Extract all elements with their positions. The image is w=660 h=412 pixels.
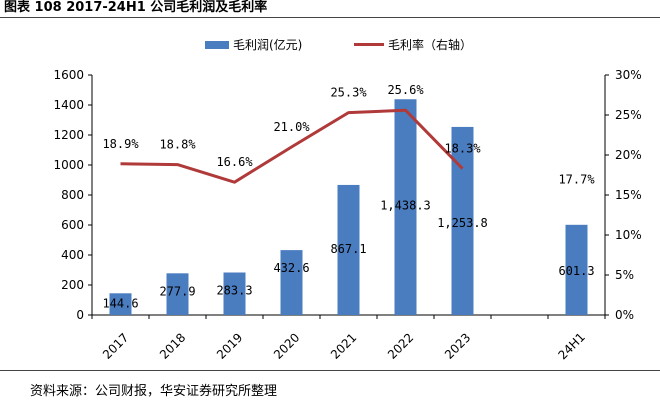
line-value-label: 18.8%	[159, 138, 196, 152]
bar	[451, 126, 474, 316]
bar	[337, 184, 360, 315]
bar	[394, 99, 417, 315]
bar-value-label: 283.3	[216, 284, 252, 298]
y-left-tick-label: 800	[61, 188, 84, 202]
bar	[109, 293, 132, 315]
y-left-tick-label: 0	[76, 308, 84, 322]
y-left-tick-label: 600	[61, 218, 84, 232]
y-left-tick-label: 200	[61, 278, 84, 292]
line-value-label: 17.7%	[558, 172, 595, 186]
bar	[223, 272, 246, 315]
line-value-label: 21.0%	[273, 120, 310, 134]
line-value-label: 18.3%	[444, 142, 481, 156]
bar-value-label: 1,438.3	[380, 198, 431, 212]
line-value-label: 25.6%	[387, 83, 424, 97]
line-value-label: 18.9%	[102, 137, 139, 151]
bar-value-label: 432.6	[273, 261, 309, 275]
bar-value-label: 867.1	[330, 242, 366, 256]
y-left-tick-label: 400	[61, 248, 84, 262]
x-tick-label: 24H1	[555, 330, 587, 362]
margin-line	[120, 108, 464, 184]
y-right-tick-label: 5%	[615, 268, 634, 282]
legend-item-line: 毛利率（右轴）	[354, 36, 472, 53]
legend-line-swatch	[354, 43, 384, 46]
chart-caption: 图表 108 2017-24H1 公司毛利润及毛利率	[4, 0, 268, 15]
x-tick-label: 2022	[385, 330, 416, 361]
bottom-rule	[0, 370, 660, 371]
x-tick-label: 2019	[214, 330, 245, 361]
y-left-tick-label: 1000	[53, 158, 84, 172]
line-value-label: 16.6%	[216, 155, 253, 169]
bar-value-label: 277.9	[159, 284, 195, 298]
y-left-tick-label: 1200	[53, 128, 84, 142]
line-value-label: 25.3%	[330, 86, 367, 100]
bar-value-label: 1,253.8	[437, 216, 488, 230]
y-left-tick-label: 1400	[53, 98, 84, 112]
y-right-tick-label: 25%	[615, 108, 642, 122]
legend-item-bar: 毛利润(亿元)	[205, 36, 302, 53]
y-right-tick-label: 30%	[615, 68, 642, 82]
bar-value-label: 144.6	[102, 296, 138, 310]
y-right-tick-label: 0%	[615, 308, 634, 322]
x-tick-label: 2021	[328, 330, 359, 361]
y-right-tick-label: 20%	[615, 148, 642, 162]
y-right-tick-label: 15%	[615, 188, 642, 202]
bar-value-label: 601.3	[558, 264, 594, 278]
legend-line-label: 毛利率（右轴）	[388, 38, 473, 52]
x-tick-label: 2020	[271, 330, 302, 361]
x-tick-label: 2023	[442, 330, 473, 361]
x-tick-label: 2018	[157, 330, 188, 361]
bar	[565, 224, 588, 315]
legend-bar-swatch	[205, 40, 229, 49]
y-left-tick-label: 1600	[53, 68, 84, 82]
legend-bar-label: 毛利润(亿元)	[233, 38, 303, 52]
bar	[280, 250, 303, 315]
y-right-tick-label: 10%	[615, 228, 642, 242]
source-note: 资料来源：公司财报，华安证券研究所整理	[30, 384, 278, 399]
x-tick-label: 2017	[100, 330, 131, 361]
bar	[166, 273, 189, 315]
top-rule	[0, 17, 660, 18]
